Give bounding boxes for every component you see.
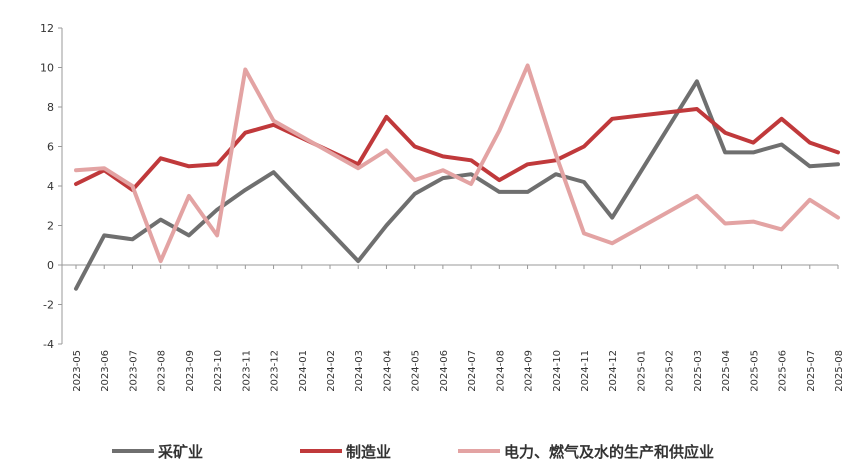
x-tick-label: 2024-04 <box>382 350 393 392</box>
legend-label-0: 采矿业 <box>157 443 203 461</box>
series-line-0 <box>74 79 840 291</box>
legend-label-2: 电力、燃气及水的生产和供应业 <box>504 443 714 461</box>
y-tick-label: 10 <box>40 62 54 75</box>
x-tick-label: 2024-05 <box>411 350 422 392</box>
x-tick-label: 2023-05 <box>72 350 83 392</box>
x-tick-label: 2024-07 <box>467 350 478 392</box>
x-tick-label: 2024-12 <box>608 350 619 392</box>
x-tick-label: 2025-06 <box>778 350 789 392</box>
y-tick-label: 8 <box>47 101 54 114</box>
x-tick-label: 2025-08 <box>834 350 845 392</box>
x-tick-label: 2024-06 <box>439 350 450 392</box>
y-tick-label: -4 <box>43 338 54 351</box>
y-tick-label: 6 <box>47 141 54 154</box>
series-lines <box>74 63 840 291</box>
x-tick-label: 2025-02 <box>665 350 676 392</box>
x-tick-label: 2023-10 <box>213 350 224 392</box>
x-tick-label: 2023-11 <box>241 350 252 392</box>
x-tick-label: 2023-06 <box>100 350 111 392</box>
x-tick-label: 2025-04 <box>721 350 732 392</box>
y-tick-label: 2 <box>47 220 54 233</box>
x-tick-label: 2023-08 <box>157 350 168 392</box>
y-tick-labels: -4 -2 0 2 4 6 8 10 12 <box>40 22 62 351</box>
y-tick-label: 0 <box>47 259 54 272</box>
x-tick-label: 2024-01 <box>298 350 309 392</box>
series-line-2 <box>74 63 840 264</box>
x-tick-label: 2025-05 <box>749 350 760 392</box>
x-tick-label: 2025-01 <box>636 350 647 392</box>
x-tick-label: 2024-03 <box>354 350 365 392</box>
x-tick-label: 2025-03 <box>693 350 704 392</box>
legend: 采矿业 制造业 电力、燃气及水的生产和供应业 <box>112 443 714 461</box>
y-tick-label: 12 <box>40 22 54 35</box>
x-tick-label: 2024-08 <box>495 350 506 392</box>
x-tick-labels: 2023-05 2023-06 2023-07 2023-08 2023-09 2023-… <box>72 265 845 392</box>
y-tick-label: -2 <box>43 299 54 312</box>
x-tick-label: 2023-12 <box>270 350 281 392</box>
x-tick-label: 2023-07 <box>128 350 139 392</box>
legend-label-1: 制造业 <box>346 443 391 461</box>
series-line-1 <box>74 107 840 192</box>
x-tick-label: 2025-07 <box>806 350 817 392</box>
x-tick-label: 2024-02 <box>326 350 337 392</box>
x-tick-label: 2023-09 <box>185 350 196 392</box>
x-tick-label: 2024-11 <box>580 350 591 392</box>
x-tick-label: 2024-10 <box>552 350 563 392</box>
y-tick-label: 4 <box>47 180 54 193</box>
x-tick-label: 2024-09 <box>524 350 535 392</box>
